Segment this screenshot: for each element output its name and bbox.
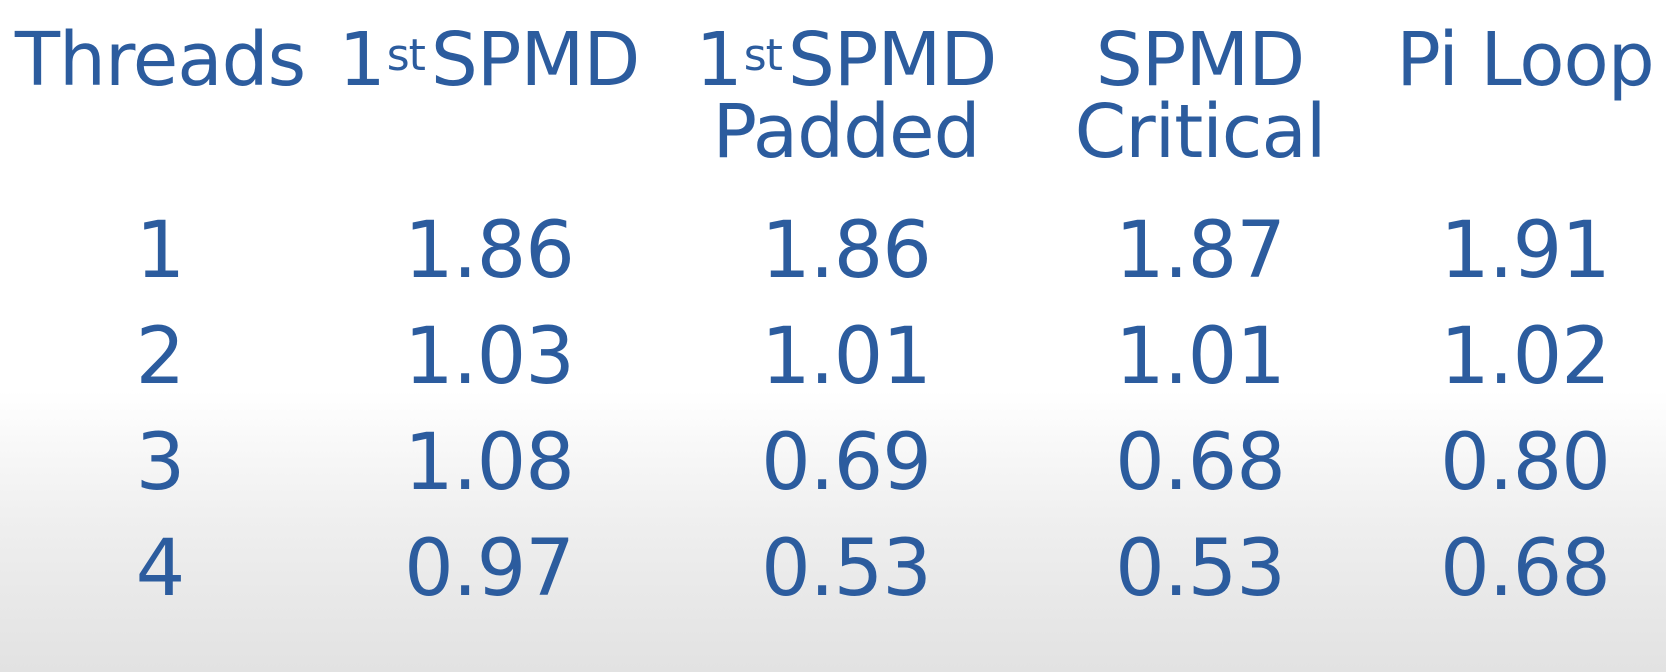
cell-threads: 4 (135, 524, 186, 614)
cell-pi-loop: 0.80 (1440, 418, 1611, 508)
cell-pi-loop: 1.91 (1440, 206, 1611, 296)
cell-1st-spmd: 0.97 (404, 524, 575, 614)
header-ordinal: 1 (338, 17, 386, 103)
header-1st-spmd-padded-line1: 1stSPMD (680, 23, 1012, 97)
cell-1st-spmd-padded: 0.69 (761, 418, 932, 508)
header-1st-spmd-padded: 1stSPMD Padded (680, 23, 1012, 175)
cell-pi-loop: 1.02 (1440, 312, 1611, 402)
header-spmd-critical-line2: Critical (1074, 89, 1327, 175)
cell-spmd-critical: 0.68 (1115, 418, 1286, 508)
header-spmd-critical: SPMD Critical (1040, 17, 1360, 175)
cell-pi-loop: 0.68 (1440, 524, 1611, 614)
header-threads-label: Threads (14, 17, 306, 103)
cell-1st-spmd-padded: 1.86 (761, 206, 932, 296)
header-1st-spmd-padded-line2: Padded (712, 89, 980, 175)
header-1st-spmd-label: 1stSPMD (328, 23, 650, 97)
cell-threads: 2 (135, 312, 186, 402)
header-threads: Threads (10, 17, 310, 103)
cell-1st-spmd: 1.03 (404, 312, 575, 402)
cell-1st-spmd: 1.08 (404, 418, 575, 508)
cell-spmd-critical: 1.87 (1115, 206, 1286, 296)
cell-spmd-critical: 1.01 (1115, 312, 1286, 402)
header-name: SPMD (430, 17, 640, 103)
cell-spmd-critical: 0.53 (1115, 524, 1286, 614)
header-ordinal-suffix: st (743, 30, 783, 81)
header-ordinal-suffix: st (386, 30, 426, 81)
cell-threads: 3 (135, 418, 186, 508)
header-1st-spmd: 1stSPMD (328, 23, 650, 97)
cell-1st-spmd-padded: 0.53 (761, 524, 932, 614)
cell-1st-spmd-padded: 1.01 (761, 312, 932, 402)
cell-1st-spmd: 1.86 (404, 206, 575, 296)
cell-threads: 1 (135, 206, 186, 296)
header-pi-loop: Pi Loop (1380, 17, 1666, 103)
header-spmd-critical-line1: SPMD (1095, 17, 1305, 103)
header-name: SPMD (787, 17, 997, 103)
header-ordinal: 1 (695, 17, 743, 103)
header-pi-loop-label: Pi Loop (1396, 17, 1655, 103)
